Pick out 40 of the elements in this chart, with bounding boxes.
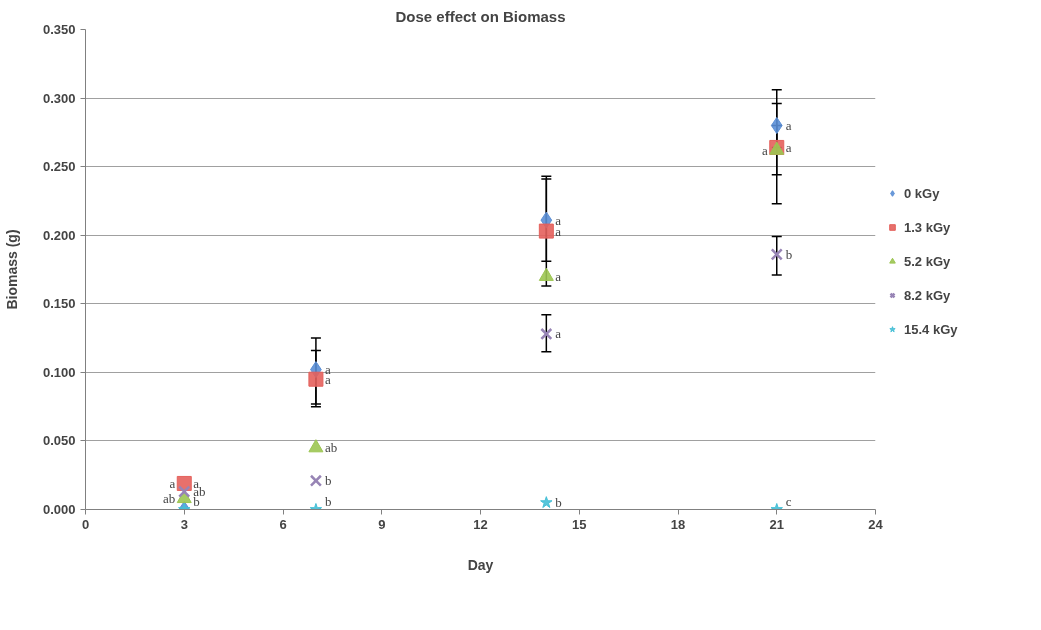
annotation: ab [324,440,338,456]
x-tick-label: 12 [473,516,488,532]
annotation: a [169,475,176,491]
legend-label: 15.4 kGy [904,321,958,337]
annotation: b [324,473,332,489]
legend-label: 1.3 kGy [904,219,951,235]
annotation: c [785,494,792,509]
x-tick-label: 24 [868,516,884,532]
annotation: b [324,494,332,509]
x-tick-label: 15 [572,516,587,532]
y-tick-label: 0.350 [42,22,76,37]
annotation: a [555,268,562,284]
y-tick-label: 0.300 [42,90,76,106]
legend-label: 5.2 kGy [904,253,951,269]
annotation: ab [162,491,176,507]
annotation: a [324,362,331,378]
chart-title: Dose effect on Biomass [395,7,566,25]
x-tick-label: 18 [670,516,686,532]
y-tick-label: 0.150 [42,296,76,312]
x-axis-title: Day [467,556,494,573]
x-tick-label: 21 [769,516,784,532]
legend-label: 0 kGy [904,185,940,201]
annotation: a [785,139,792,155]
y-axis-title: Biomass (g) [3,229,20,310]
y-tick-label: 0.000 [42,502,76,517]
y-tick-label: 0.250 [42,159,76,175]
x-tick-label: 0 [81,516,90,532]
x-tick-label: 6 [279,516,287,532]
annotation: a [761,142,768,158]
legend-label: 8.2 kGy [904,287,951,303]
y-tick-label: 0.100 [42,364,76,380]
annotation: b [555,495,562,511]
y-tick-label: 0.050 [42,433,76,449]
annotation: a [785,118,792,133]
annotation: b [785,246,793,262]
annotation: a [555,212,562,228]
y-tick-label: 0.200 [42,227,76,243]
x-tick-label: 3 [180,516,188,532]
x-tick-label: 9 [378,516,386,532]
annotation: a [555,326,562,342]
